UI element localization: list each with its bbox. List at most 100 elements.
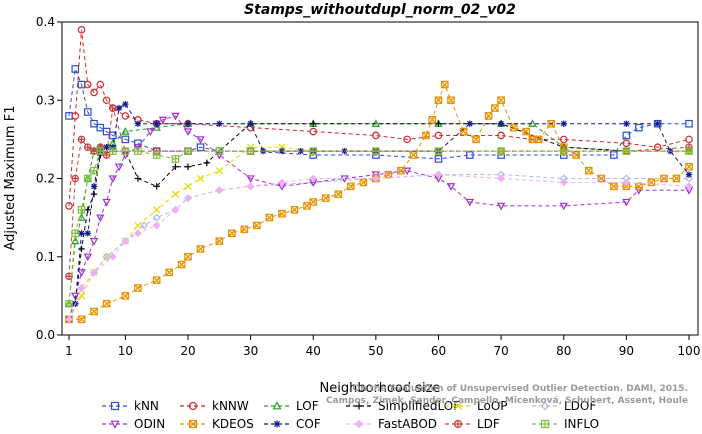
data-point-odin: [96, 214, 105, 223]
data-point-kdeos: [290, 206, 299, 214]
data-point-loop: [184, 182, 192, 190]
legend-marker: [454, 402, 462, 410]
data-point-inflo: [309, 147, 318, 155]
data-point-cof: [84, 230, 91, 237]
data-point-inflo: [65, 299, 73, 308]
data-point-kdeos: [597, 174, 606, 183]
legend-marker: [540, 419, 550, 429]
data-point-lof: [152, 123, 161, 131]
data-point-kdeos: [278, 209, 286, 218]
data-point-ldf: [102, 151, 111, 159]
data-point-cof: [466, 120, 474, 127]
data-point-kdeos: [409, 151, 418, 159]
data-point-kdeos: [165, 268, 174, 277]
data-point-kdeos: [610, 182, 618, 191]
data-point-fastabod: [434, 170, 443, 179]
data-point-kdeos: [635, 182, 643, 191]
data-point-kdeos: [422, 131, 430, 140]
legend-item-knn: kNN: [102, 399, 159, 413]
data-point-cof: [153, 120, 160, 127]
data-point-kdeos: [253, 221, 261, 230]
data-point-knnw: [309, 127, 318, 136]
x-tick-label: 10: [118, 344, 133, 358]
data-point-kdeos: [347, 182, 355, 191]
data-point-odin: [246, 175, 255, 183]
y-tick-label: 0.0: [36, 328, 55, 342]
x-tick-label: 70: [493, 344, 508, 358]
data-point-knnw: [434, 131, 443, 140]
data-point-simplifiedlof: [153, 183, 160, 190]
data-point-inflo: [90, 166, 98, 175]
legend-marker: [110, 420, 120, 429]
data-point-kdeos: [397, 166, 405, 175]
data-point-inflo: [184, 147, 192, 155]
data-point-fastabod: [246, 182, 255, 191]
data-point-kdeos: [215, 237, 224, 245]
data-point-kdeos: [359, 178, 368, 187]
data-point-knnw: [77, 26, 86, 34]
data-point-inflo: [497, 147, 505, 155]
data-point-cof: [623, 120, 630, 127]
data-point-knnw: [559, 135, 568, 144]
data-point-fastabod: [685, 182, 693, 191]
data-point-knnw: [71, 112, 80, 120]
data-point-kdeos: [265, 213, 274, 222]
y-axis-label: Adjusted Maximum F1: [3, 106, 18, 251]
legend-marker: [188, 419, 198, 429]
legend-marker: [453, 419, 463, 429]
data-point-odin: [146, 128, 155, 136]
legend-label: LOF: [296, 399, 319, 413]
data-point-kdeos: [534, 135, 543, 144]
y-tick-label: 0.4: [36, 15, 55, 29]
legend-label: SimplifiedLOF: [378, 399, 460, 413]
data-point-kdeos: [303, 202, 311, 210]
legend-label: LDF: [477, 417, 500, 431]
legend-marker: [540, 401, 550, 411]
data-point-ldof: [140, 221, 149, 230]
data-point-fastabod: [559, 178, 568, 187]
data-point-odin: [559, 202, 568, 211]
data-point-odin: [89, 237, 99, 246]
data-point-knnw: [653, 143, 662, 152]
data-point-knn: [434, 155, 443, 163]
data-point-loop: [153, 206, 161, 214]
data-point-odin: [108, 175, 118, 183]
legend-label: ODIN: [134, 417, 165, 431]
data-point-inflo: [83, 174, 92, 183]
data-point-simplifiedlof: [134, 175, 142, 182]
data-point-kdeos: [121, 292, 130, 300]
data-point-kdeos: [434, 96, 443, 105]
data-point-simplifiedlof: [310, 120, 317, 127]
data-point-inflo: [152, 151, 161, 159]
data-point-kdeos: [447, 96, 455, 105]
chart-title: Stamps_withoutdupl_norm_02_v02: [244, 2, 516, 18]
data-point-fastabod: [152, 221, 161, 230]
data-point-kdeos: [584, 166, 593, 175]
data-point-knn: [83, 108, 92, 116]
data-point-inflo: [121, 147, 130, 155]
data-point-kdeos: [321, 194, 330, 202]
data-point-loop: [196, 174, 205, 183]
data-point-kdeos: [196, 245, 205, 253]
data-point-kdeos: [660, 174, 668, 183]
series-line-ldof: [68, 174, 689, 320]
data-point-kdeos: [685, 162, 693, 171]
data-point-ldof: [102, 252, 111, 261]
data-point-fastabod: [309, 174, 318, 183]
data-point-fastabod: [497, 174, 506, 183]
series-kdeos: [65, 80, 693, 324]
data-point-knn: [466, 151, 474, 159]
data-point-knnw: [372, 131, 380, 140]
legend-item-cof: COF: [264, 417, 321, 431]
data-point-kdeos: [102, 299, 111, 308]
data-point-lof: [71, 236, 80, 245]
legend-item-odin: ODIN: [102, 417, 165, 431]
data-point-inflo: [96, 147, 105, 155]
data-point-odin: [158, 116, 168, 125]
data-point-ldf: [77, 135, 86, 144]
data-point-odin: [183, 128, 193, 136]
data-point-odin: [465, 198, 475, 207]
data-point-ldf: [90, 147, 98, 155]
legend-marker: [272, 401, 282, 410]
